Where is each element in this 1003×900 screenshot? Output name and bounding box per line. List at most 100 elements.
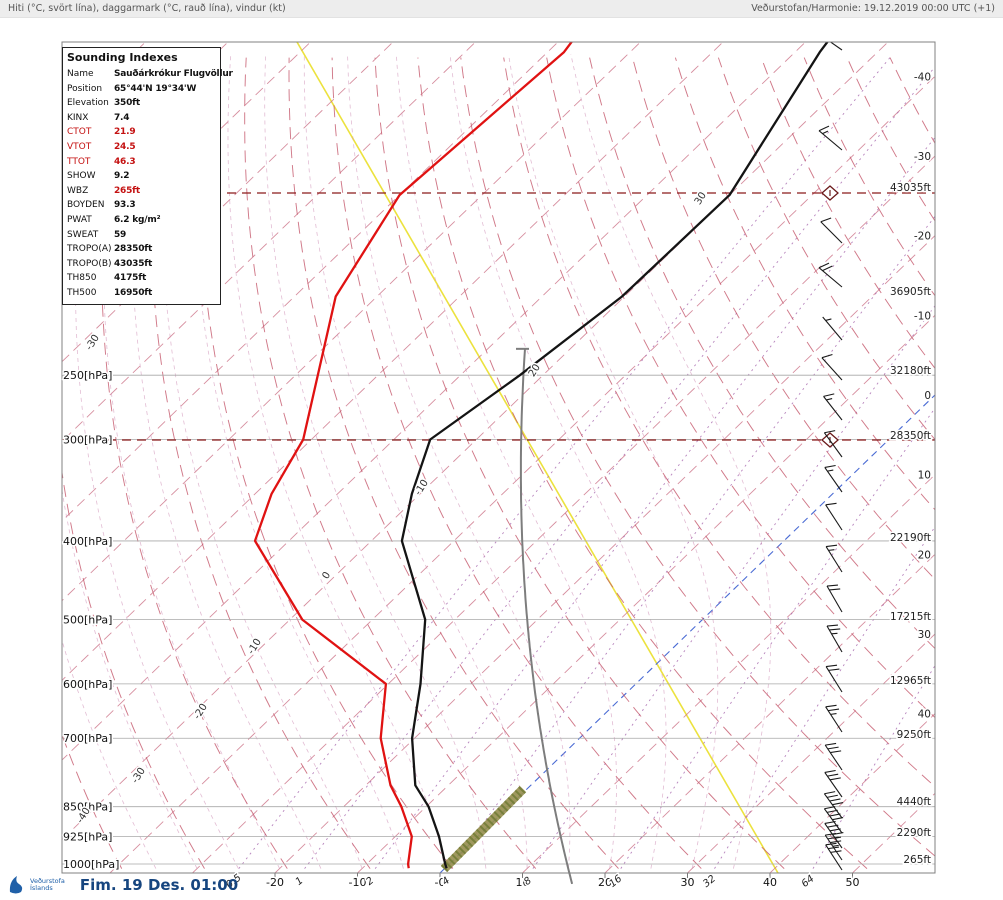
index-label: KINX xyxy=(67,112,89,123)
index-row: CTOT 21.9 xyxy=(63,125,220,140)
altitude-label: 4440ft xyxy=(897,796,931,808)
index-label: TROPO(B) xyxy=(67,258,112,269)
pressure-label: 1000[hPa] xyxy=(63,858,119,871)
index-row: TH850 4175ft xyxy=(63,271,220,286)
right-temp-label: -20 xyxy=(914,231,931,243)
index-value: 265ft xyxy=(114,185,141,196)
adiabat-label: -30 xyxy=(130,766,148,786)
footer-bar: Veðurstofa Íslands Fim. 19 Des. 01:00 xyxy=(8,871,238,899)
wind-barb xyxy=(824,769,843,798)
pressure-label: 850[hPa] xyxy=(63,801,112,814)
index-row: TTOT 46.3 xyxy=(63,155,220,170)
altitude-label: 12965ft xyxy=(890,675,931,687)
wind-barb xyxy=(822,316,843,341)
index-row: BOYDEN 93.3 xyxy=(63,198,220,213)
right-temp-label: 40 xyxy=(918,709,931,721)
mixing-ratio-label: 1 xyxy=(294,875,306,888)
right-temp-label: 0 xyxy=(924,390,931,402)
adiabat-label: 20 xyxy=(527,362,543,379)
index-row: Name Sauðárkrókur Flugvöllur xyxy=(63,67,233,82)
index-label: SWEAT xyxy=(67,229,99,240)
bottom-temp-label: -10 xyxy=(349,876,367,889)
index-label: TH500 xyxy=(67,287,97,298)
mixing-ratio-label: 32 xyxy=(701,873,718,890)
adiabat-label: -30 xyxy=(84,333,102,353)
adiabat-label: -10 xyxy=(246,637,264,657)
pressure-label: 400[hPa] xyxy=(63,535,112,548)
index-value: 93.3 xyxy=(114,200,136,211)
bottom-temp-label: 50 xyxy=(846,876,860,889)
wind-barb xyxy=(826,584,843,613)
mixing-ratio-label: 64 xyxy=(800,873,817,890)
index-label: TTOT xyxy=(67,156,91,167)
wind-barb xyxy=(823,430,843,458)
logo-line2: Íslands xyxy=(30,884,53,892)
vedurstofa-logo xyxy=(9,876,23,894)
index-rows: Name Sauðárkrókur Flugvöllur Position 65°44… xyxy=(63,67,233,301)
index-value: 21.9 xyxy=(114,127,136,138)
right-temp-label: 30 xyxy=(918,629,931,641)
altitude-label: 9250ft xyxy=(897,729,931,741)
chart-frame xyxy=(61,41,936,874)
index-label: Name xyxy=(67,69,94,79)
altitude-label: 22190ft xyxy=(890,532,931,544)
altitude-label: 32180ft xyxy=(890,365,931,377)
index-row: WBZ 265ft xyxy=(63,184,220,199)
index-label: BOYDEN xyxy=(67,200,105,211)
index-label: TROPO(A) xyxy=(67,244,112,255)
legend-text: Hiti (°C, svört lína), daggarmark (°C, r… xyxy=(8,3,286,14)
wind-barb xyxy=(818,125,843,151)
bottom-temp-label: 40 xyxy=(763,876,777,889)
index-label: SHOW xyxy=(67,171,96,182)
index-label: CTOT xyxy=(67,127,92,138)
altitude-label: 265ft xyxy=(903,854,931,866)
wind-barb xyxy=(829,42,843,51)
bottom-temp-label: 30 xyxy=(681,876,695,889)
index-value: 4175ft xyxy=(114,273,147,284)
wind-barb xyxy=(825,842,843,871)
index-value: 6.2 kg/m² xyxy=(114,214,161,225)
index-value: 9.2 xyxy=(114,171,130,182)
wind-barbs xyxy=(818,42,844,871)
wind-barb xyxy=(825,544,843,573)
tropopause-symbol xyxy=(821,185,839,201)
index-label: WBZ xyxy=(67,185,89,196)
valid-datetime: Fim. 19 Des. 01:00 xyxy=(79,876,239,894)
bottom-temp-label: -0 xyxy=(435,876,446,889)
altitude-label: 2290ft xyxy=(897,827,931,839)
index-value: 16950ft xyxy=(114,287,153,298)
index-row: KINX 7.4 xyxy=(63,111,220,126)
wind-barb xyxy=(823,393,843,421)
index-value: 28350ft xyxy=(114,244,153,255)
right-temp-label: 20 xyxy=(918,549,931,561)
index-row: Position 65°44'N 19°34'W xyxy=(63,82,220,97)
wind-barb xyxy=(820,217,843,244)
right-temp-label: 10 xyxy=(918,470,931,482)
index-label: Elevation xyxy=(67,98,109,109)
isobar-lines xyxy=(62,374,935,865)
standard-atmosphere-trace xyxy=(515,347,574,885)
right-temp-label: -10 xyxy=(914,310,931,322)
wind-barb xyxy=(825,704,843,733)
index-row: TROPO(B) 43035ft xyxy=(63,257,220,272)
index-row: PWAT 6.2 kg/m² xyxy=(63,213,220,228)
wind-barb xyxy=(824,464,843,493)
index-value: 46.3 xyxy=(114,156,136,167)
bottom-temp-label: 10 xyxy=(516,876,530,889)
logo-text: Veðurstofa Íslands xyxy=(30,878,65,892)
sounding-indexes-panel: Sounding Indexes Name Sauðárkrókur Flugvö… xyxy=(62,47,233,305)
panel-title: Sounding Indexes xyxy=(67,51,178,64)
model-run-text: Veðurstofan/Harmonie: 19.12.2019 00:00 U… xyxy=(751,3,995,14)
bottom-ticks xyxy=(274,873,853,878)
altitude-label: 28350ft xyxy=(890,430,931,442)
pressure-label: 500[hPa] xyxy=(63,614,112,627)
bottom-temp-label: -20 xyxy=(266,876,284,889)
altitude-label: 17215ft xyxy=(890,611,931,623)
wind-barb xyxy=(824,742,843,771)
pressure-label: 700[hPa] xyxy=(63,732,112,745)
index-value: 43035ft xyxy=(114,258,153,269)
bottom-temp-label: 20 xyxy=(598,876,612,889)
yellow-reference-line xyxy=(296,42,779,873)
index-label: Position xyxy=(67,83,103,94)
